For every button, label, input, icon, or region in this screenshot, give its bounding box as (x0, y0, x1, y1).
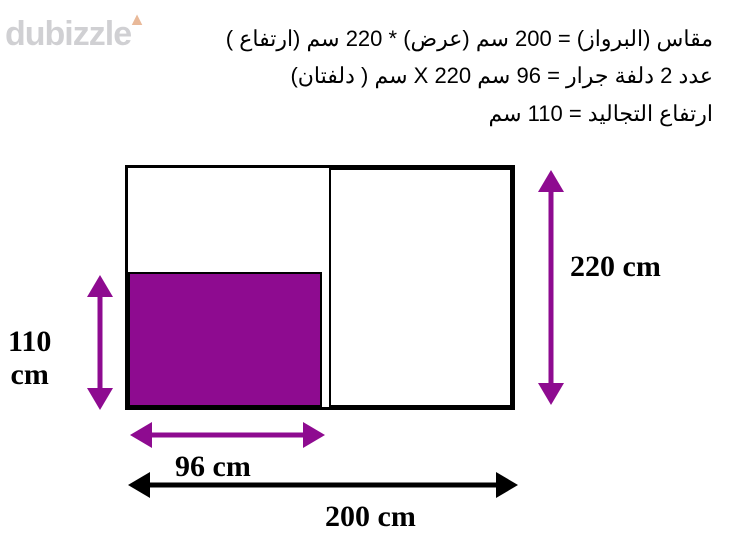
right-panel (329, 168, 512, 407)
spec-text-block: مقاس (البرواز) = 200 سم (عرض) * 220 سم (… (226, 20, 713, 132)
label-110-unit: cm (8, 358, 51, 391)
label-200cm: 200 cm (325, 500, 416, 534)
arrow-110-vertical (85, 275, 115, 410)
label-110cm: 110 cm (8, 325, 51, 391)
watermark-logo: dubizzle▲ (5, 15, 148, 54)
left-fill-panel (128, 272, 322, 407)
arrow-96-horizontal (130, 420, 325, 450)
flame-icon: ▲ (128, 9, 145, 29)
label-110-num: 110 (8, 325, 51, 358)
spec-line-3: ارتفاع التجاليد = 110 سم (226, 95, 713, 132)
arrow-220-vertical (536, 170, 566, 405)
arrow-200-horizontal (128, 470, 518, 500)
watermark-text: dubizzle (5, 15, 131, 53)
spec-line-1: مقاس (البرواز) = 200 سم (عرض) * 220 سم (… (226, 20, 713, 57)
label-220cm: 220 cm (570, 250, 661, 284)
spec-line-2: عدد 2 دلفة جرار = 96 سم X 220 سم ( دلفتا… (226, 57, 713, 94)
diagram (125, 165, 515, 410)
